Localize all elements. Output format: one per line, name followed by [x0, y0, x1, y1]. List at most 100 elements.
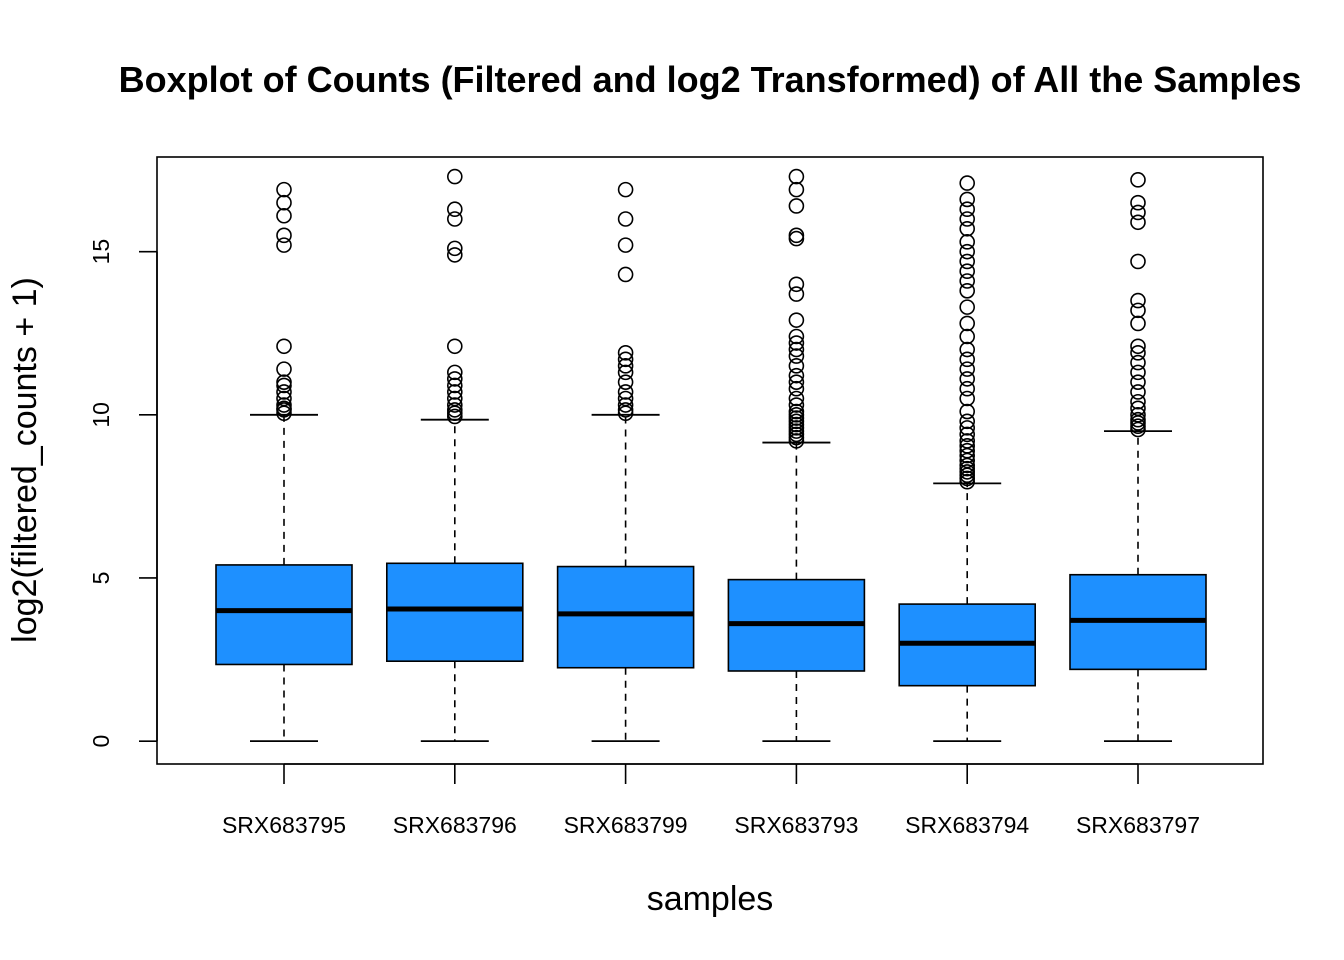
outlier-point: [959, 351, 976, 368]
iqr-box: [215, 564, 353, 666]
outlier-point: [959, 283, 976, 299]
outlier-point: [617, 345, 634, 361]
outlier-point: [446, 364, 463, 381]
outlier-point: [788, 348, 805, 364]
outlier-point: [788, 374, 805, 390]
box-SRX683794: [898, 175, 1037, 743]
outlier-point: [446, 247, 463, 263]
y-tick-label: 15: [88, 239, 114, 265]
outlier-point: [276, 227, 292, 244]
outlier-point: [959, 220, 976, 237]
x-tick-label: SRX683797: [1076, 812, 1200, 838]
outlier-point: [788, 403, 805, 420]
outlier-point: [1130, 400, 1146, 417]
outlier-point: [788, 397, 805, 413]
boxes-layer: [215, 168, 1207, 743]
outlier-point: [446, 384, 463, 400]
outlier-point: [959, 442, 976, 459]
outlier-point: [788, 227, 805, 244]
outlier-point: [959, 361, 976, 377]
outlier-point: [446, 390, 463, 407]
outlier-point: [788, 380, 805, 397]
y-axis-label: log2(filtered_counts + 1): [6, 277, 44, 643]
outlier-point: [617, 384, 634, 400]
outlier-point: [959, 438, 976, 454]
outlier-point: [959, 211, 976, 227]
outlier-point: [1130, 338, 1146, 355]
outlier-point: [959, 191, 976, 208]
outlier-point: [788, 341, 805, 358]
outlier-point: [276, 361, 292, 377]
outlier-point: [276, 194, 292, 211]
outlier-point: [276, 397, 292, 413]
box-SRX683797: [1069, 172, 1207, 743]
outlier-point: [788, 198, 805, 214]
x-axis: SRX683795 SRX683796 SRX683799 SRX683793 SRX6…: [222, 763, 1200, 838]
box-SRX683799: [556, 181, 695, 743]
outlier-point: [276, 390, 292, 407]
outlier-point: [1130, 194, 1146, 211]
outlier-point: [446, 168, 463, 185]
outlier-point: [788, 230, 805, 247]
outlier-point: [1130, 393, 1146, 410]
x-tick-label: SRX683795: [222, 812, 346, 838]
outlier-point: [446, 211, 463, 227]
chart-title: Boxplot of Counts (Filtered and log2 Tra…: [119, 59, 1302, 100]
outlier-point: [276, 207, 292, 224]
outlier-point: [788, 312, 805, 328]
x-axis-label: samples: [647, 880, 774, 918]
outlier-point: [959, 426, 976, 443]
outlier-point: [959, 263, 976, 280]
outlier-point: [788, 335, 805, 351]
outlier-point: [959, 315, 976, 332]
outlier-point: [276, 338, 292, 355]
outlier-point: [446, 397, 463, 413]
outlier-point: [1130, 214, 1146, 231]
outlier-point: [1130, 411, 1146, 428]
outlier-point: [617, 397, 634, 413]
outlier-point: [959, 380, 976, 397]
box-SRX683793: [727, 168, 866, 743]
outlier-point: [1130, 253, 1146, 270]
outlier-point: [788, 367, 805, 384]
outlier-point: [276, 237, 292, 253]
outlier-point: [1130, 204, 1146, 221]
outlier-point: [959, 299, 976, 315]
outlier-point: [788, 390, 805, 407]
outlier-point: [959, 201, 976, 218]
iqr-box: [556, 565, 695, 669]
outlier-point: [276, 374, 292, 390]
outlier-point: [446, 371, 463, 387]
outlier-point: [446, 338, 463, 355]
outlier-point: [617, 211, 634, 227]
y-tick-label: 10: [88, 402, 114, 428]
outlier-point: [959, 273, 976, 289]
outlier-point: [788, 286, 805, 302]
outlier-point: [1130, 374, 1146, 390]
outlier-point: [446, 201, 463, 218]
x-tick-label: SRX683796: [393, 812, 517, 838]
outlier-point: [1130, 384, 1146, 400]
outlier-point: [1130, 292, 1146, 309]
outlier-point: [959, 390, 976, 407]
outlier-point: [446, 405, 463, 421]
outlier-point: [446, 402, 463, 418]
outlier-point: [788, 276, 805, 293]
x-tick-label: SRX683794: [905, 812, 1029, 838]
outlier-point: [1130, 407, 1146, 423]
outlier-point: [1130, 345, 1146, 361]
box-SRX683796: [385, 168, 524, 743]
outlier-point: [617, 390, 634, 407]
outlier-point: [959, 175, 976, 191]
outlier-point: [959, 420, 976, 436]
outlier-point: [959, 341, 976, 358]
x-tick-label: SRX683793: [734, 812, 858, 838]
plot-frame: [156, 156, 1264, 765]
outlier-point: [959, 371, 976, 387]
outlier-point: [1130, 302, 1146, 319]
outlier-point: [959, 243, 976, 260]
outlier-point: [617, 402, 634, 418]
outlier-point: [959, 328, 976, 345]
outlier-point: [617, 374, 634, 390]
